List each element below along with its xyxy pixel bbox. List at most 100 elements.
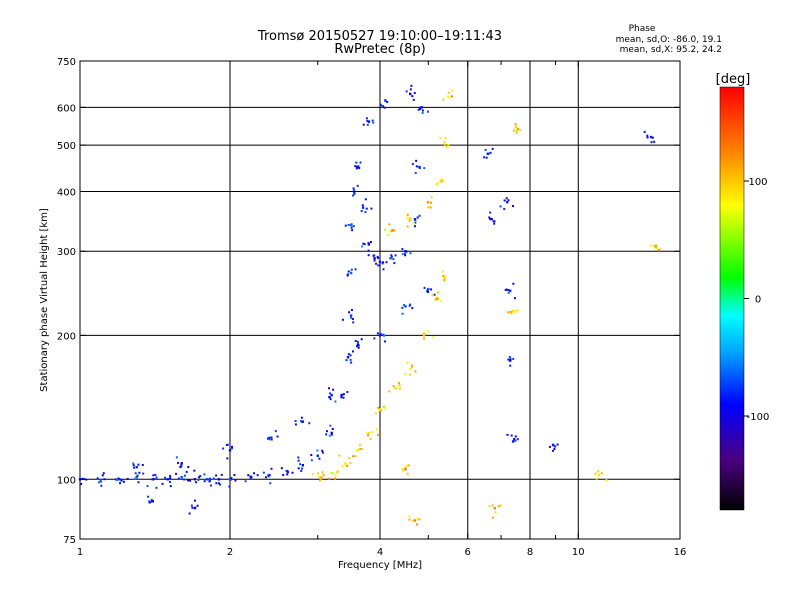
data-point: [148, 500, 151, 503]
data-point: [359, 447, 362, 450]
data-point: [401, 253, 404, 256]
data-point: [427, 330, 430, 333]
data-point: [401, 248, 404, 251]
data-point: [430, 288, 433, 291]
data-point: [418, 106, 421, 109]
data-point: [401, 312, 404, 315]
data-point: [409, 218, 412, 221]
data-point: [367, 120, 371, 123]
data-point: [439, 136, 442, 139]
data-point: [316, 454, 319, 457]
data-point: [413, 225, 416, 228]
data-point: [234, 479, 237, 482]
data-point: [365, 431, 368, 434]
data-point: [347, 223, 350, 226]
data-point: [372, 121, 375, 124]
data-point: [406, 217, 409, 220]
data-point: [270, 436, 273, 439]
data-point: [427, 205, 430, 208]
data-point: [147, 495, 150, 498]
data-point: [132, 464, 135, 467]
data-point: [398, 387, 401, 390]
data-point: [507, 358, 510, 361]
data-point: [381, 105, 384, 108]
data-point: [414, 218, 417, 221]
data-point: [262, 471, 265, 474]
data-point: [437, 297, 440, 300]
y-tick-label: 500: [57, 141, 76, 152]
data-point: [408, 518, 411, 521]
data-point: [511, 309, 515, 313]
data-point: [316, 449, 319, 452]
data-point: [401, 468, 404, 471]
data-point: [446, 95, 449, 98]
data-point: [233, 473, 236, 476]
data-point: [412, 519, 415, 522]
data-point: [430, 196, 433, 199]
data-point: [383, 407, 386, 410]
data-point: [364, 198, 367, 201]
data-point: [318, 479, 321, 482]
data-point: [353, 192, 356, 195]
data-point: [381, 262, 384, 265]
data-point: [168, 480, 171, 483]
data-point: [341, 318, 344, 321]
data-point: [312, 473, 315, 476]
data-point: [409, 252, 412, 255]
data-point: [401, 306, 404, 309]
data-point: [415, 159, 418, 162]
data-point: [341, 465, 344, 468]
data-point: [282, 473, 285, 476]
data-point: [379, 409, 382, 412]
data-point: [352, 194, 355, 197]
data-point: [507, 199, 510, 202]
data-point: [392, 385, 395, 388]
data-point: [179, 466, 182, 469]
data-point: [485, 156, 488, 159]
data-point: [413, 519, 417, 522]
data-point: [514, 439, 517, 442]
data-point: [169, 476, 172, 479]
x-tick-label: 6: [465, 547, 471, 558]
data-point: [297, 467, 300, 470]
data-point: [646, 134, 649, 137]
data-point: [325, 433, 328, 436]
data-point: [392, 228, 395, 231]
data-point: [330, 393, 333, 397]
data-point: [351, 229, 354, 232]
data-point: [373, 257, 376, 260]
data-point: [322, 474, 325, 477]
data-point: [244, 480, 247, 483]
data-point: [267, 474, 270, 477]
data-point: [423, 337, 426, 340]
data-point: [513, 129, 516, 132]
data-point: [301, 467, 304, 470]
data-point: [411, 307, 414, 310]
data-point: [358, 166, 361, 169]
data-point: [444, 141, 447, 144]
data-point: [185, 470, 188, 473]
data-point: [357, 346, 360, 349]
data-point: [356, 343, 359, 346]
data-point: [373, 254, 376, 257]
data-point: [231, 445, 234, 448]
data-point: [422, 332, 425, 335]
data-point: [390, 255, 393, 258]
data-point: [377, 406, 380, 409]
data-point: [379, 103, 382, 106]
data-point: [407, 464, 410, 467]
data-point: [415, 517, 418, 520]
data-point: [217, 482, 220, 485]
data-point: [333, 477, 336, 480]
data-point: [294, 420, 297, 423]
data-point: [650, 141, 653, 144]
data-point: [446, 146, 449, 149]
data-point: [276, 435, 279, 438]
data-point: [297, 456, 300, 459]
data-point: [355, 449, 359, 452]
data-point: [507, 289, 510, 292]
data-point: [600, 472, 603, 475]
data-point: [512, 282, 515, 285]
data-point: [215, 482, 218, 485]
data-point: [650, 244, 653, 247]
